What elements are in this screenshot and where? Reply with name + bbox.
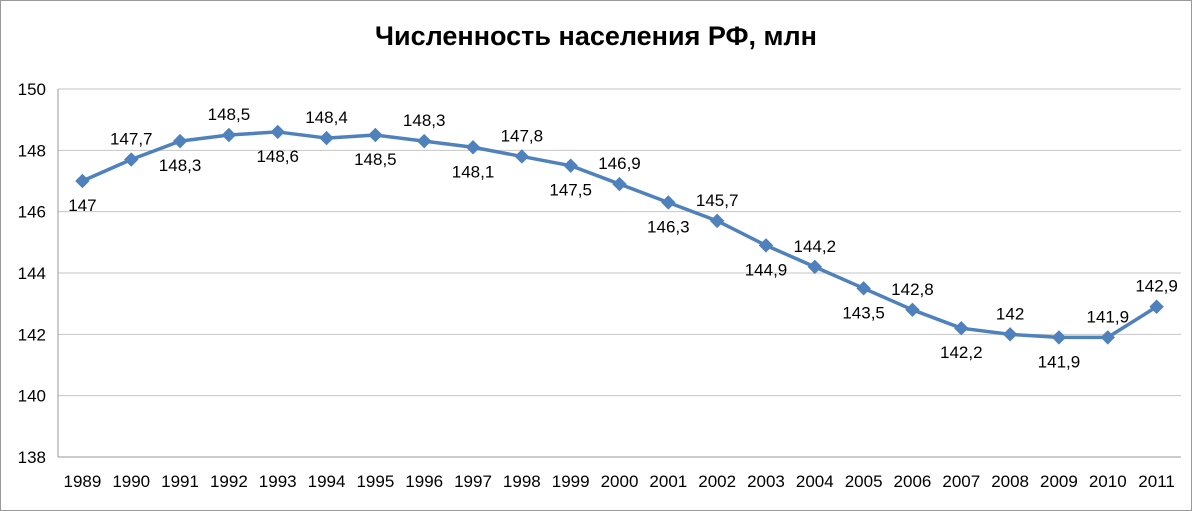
x-tick-label: 2002 bbox=[698, 472, 736, 491]
data-point-marker bbox=[319, 130, 334, 146]
x-tick-label: 2005 bbox=[845, 472, 883, 491]
data-point-label: 141,9 bbox=[1086, 307, 1129, 326]
data-point-label: 142,2 bbox=[940, 343, 983, 362]
data-point-label: 147,8 bbox=[501, 126, 544, 145]
x-tick-label: 1991 bbox=[161, 472, 199, 491]
x-tick-label: 1996 bbox=[405, 472, 443, 491]
data-point-marker bbox=[661, 195, 676, 210]
data-point-label: 144,2 bbox=[794, 237, 837, 256]
data-point-marker bbox=[758, 238, 774, 253]
data-point-label: 147 bbox=[68, 196, 96, 215]
data-point-label: 144,9 bbox=[745, 260, 788, 279]
data-point-marker bbox=[1100, 330, 1115, 345]
data-point-marker bbox=[514, 149, 530, 164]
data-point-label: 148,5 bbox=[208, 105, 251, 124]
population-line-chart: 138 140 142 144 146 148 150 1989 1990 1991 1992 199… bbox=[18, 80, 1181, 491]
x-tick-label: 1992 bbox=[210, 472, 248, 491]
data-point-marker bbox=[75, 173, 90, 189]
x-tick-label: 1997 bbox=[454, 472, 492, 491]
data-point-label: 143,5 bbox=[842, 303, 885, 322]
x-tick-label: 2003 bbox=[747, 472, 785, 491]
x-tick-label: 1994 bbox=[308, 472, 346, 491]
x-tick-label: 2011 bbox=[1138, 472, 1175, 491]
data-point-marker bbox=[221, 127, 237, 143]
data-point-marker bbox=[270, 124, 285, 140]
data-point-marker bbox=[1149, 299, 1164, 314]
y-tick-label: 140 bbox=[18, 387, 46, 406]
data-point-marker bbox=[856, 281, 871, 296]
data-point-marker bbox=[465, 140, 481, 155]
data-point-label: 146,9 bbox=[598, 154, 641, 173]
y-tick-label: 148 bbox=[18, 141, 46, 160]
data-point-marker bbox=[905, 302, 920, 318]
y-tick-label: 146 bbox=[18, 203, 46, 222]
y-tick-label: 142 bbox=[18, 325, 46, 344]
data-point-label: 148,3 bbox=[403, 111, 446, 130]
x-tick-label: 1993 bbox=[259, 472, 297, 491]
data-point-marker bbox=[954, 320, 969, 336]
x-tick-label: 2000 bbox=[601, 472, 639, 491]
data-point-label: 145,7 bbox=[696, 191, 739, 210]
data-point-marker bbox=[709, 213, 725, 229]
x-tick-label: 1990 bbox=[112, 472, 150, 491]
x-tick-label: 2006 bbox=[894, 472, 932, 491]
x-tick-label: 2008 bbox=[991, 472, 1029, 491]
x-tick-label: 2001 bbox=[649, 472, 687, 491]
x-tick-label: 2009 bbox=[1040, 472, 1078, 491]
data-point-label: 141,9 bbox=[1038, 352, 1081, 371]
data-point-marker bbox=[368, 127, 383, 143]
data-point-marker bbox=[1002, 327, 1018, 342]
x-tick-label: 2004 bbox=[796, 472, 834, 491]
data-point-label: 142,9 bbox=[1135, 277, 1178, 296]
x-tick-label: 1989 bbox=[63, 472, 101, 491]
data-point-label: 148,1 bbox=[452, 162, 495, 181]
data-point-marker bbox=[807, 259, 823, 275]
data-point-marker bbox=[124, 152, 139, 167]
x-tick-label: 2007 bbox=[942, 472, 980, 491]
data-point-label: 142 bbox=[996, 304, 1024, 323]
chart-title: Численность населения РФ, млн bbox=[375, 21, 817, 51]
x-tick-label: 2010 bbox=[1089, 472, 1127, 491]
data-point-label: 142,8 bbox=[891, 280, 934, 299]
data-point-label: 147,5 bbox=[549, 181, 592, 200]
x-tick-label: 1998 bbox=[503, 472, 541, 491]
data-point-marker bbox=[563, 158, 578, 173]
x-tick-label: 1999 bbox=[552, 472, 590, 491]
y-tick-label: 138 bbox=[18, 448, 46, 467]
data-point-label: 148,6 bbox=[256, 147, 299, 166]
y-tick-label: 150 bbox=[18, 80, 46, 99]
data-point-label: 148,3 bbox=[159, 156, 202, 175]
x-tick-label: 1995 bbox=[356, 472, 394, 491]
data-point-label: 147,7 bbox=[110, 130, 153, 149]
data-point-marker bbox=[612, 176, 627, 192]
data-point-marker bbox=[172, 133, 188, 149]
data-point-marker bbox=[1051, 330, 1067, 345]
y-tick-label: 144 bbox=[18, 264, 46, 283]
data-point-marker bbox=[416, 133, 432, 149]
data-point-label: 148,5 bbox=[354, 150, 397, 169]
data-point-label: 146,3 bbox=[647, 217, 690, 236]
data-point-label: 148,4 bbox=[305, 108, 348, 127]
